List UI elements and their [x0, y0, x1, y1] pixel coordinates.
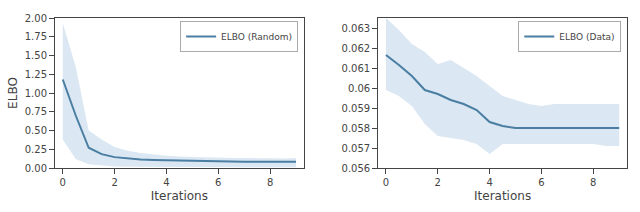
svg-text:2.00: 2.00 — [25, 13, 47, 24]
svg-text:6: 6 — [538, 177, 544, 188]
svg-text:2: 2 — [111, 177, 117, 188]
svg-text:8: 8 — [590, 177, 596, 188]
svg-text:1.00: 1.00 — [25, 88, 47, 99]
svg-text:0.056: 0.056 — [342, 163, 371, 174]
svg-text:ELBO (Data): ELBO (Data) — [559, 32, 614, 42]
svg-text:0.50: 0.50 — [25, 125, 47, 136]
svg-text:1.50: 1.50 — [25, 50, 47, 61]
svg-text:0.75: 0.75 — [25, 106, 47, 117]
svg-text:4: 4 — [163, 177, 169, 188]
svg-text:0: 0 — [60, 177, 66, 188]
svg-text:0.25: 0.25 — [25, 144, 47, 155]
svg-text:Iterations: Iterations — [151, 189, 208, 203]
svg-text:0.00: 0.00 — [25, 163, 47, 174]
svg-text:6: 6 — [215, 177, 221, 188]
svg-text:0.062: 0.062 — [342, 43, 371, 54]
svg-text:0.059: 0.059 — [342, 103, 371, 114]
svg-text:0: 0 — [383, 177, 389, 188]
svg-text:Iterations: Iterations — [474, 189, 531, 203]
svg-text:0.063: 0.063 — [342, 23, 371, 34]
svg-text:4: 4 — [486, 177, 492, 188]
svg-text:ELBO: ELBO — [6, 77, 20, 109]
svg-text:0.058: 0.058 — [342, 123, 371, 134]
svg-text:0.06: 0.06 — [348, 83, 370, 94]
svg-text:8: 8 — [267, 177, 273, 188]
svg-text:1.75: 1.75 — [25, 31, 47, 42]
svg-text:2: 2 — [435, 177, 441, 188]
svg-text:1.25: 1.25 — [25, 69, 47, 80]
svg-text:0.057: 0.057 — [342, 143, 371, 154]
svg-text:ELBO (Random): ELBO (Random) — [221, 32, 292, 42]
svg-text:0.061: 0.061 — [342, 63, 371, 74]
